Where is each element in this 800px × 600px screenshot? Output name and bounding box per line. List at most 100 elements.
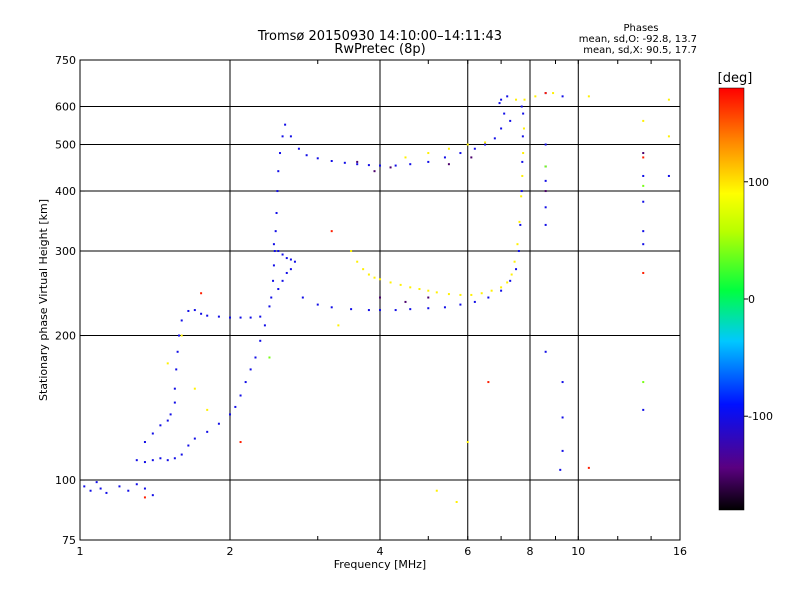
data-point — [447, 293, 450, 296]
data-point — [518, 220, 521, 223]
data-point — [561, 95, 564, 98]
x-tick-label: 1 — [77, 545, 84, 558]
data-point — [276, 190, 279, 193]
data-point — [330, 230, 333, 233]
data-point — [500, 286, 503, 289]
data-point — [544, 143, 547, 146]
data-point — [404, 156, 407, 159]
data-point — [263, 324, 266, 327]
data-point — [435, 291, 438, 294]
data-point — [427, 289, 430, 292]
data-point — [301, 296, 304, 299]
colorbar-tick-label: -100 — [748, 410, 773, 423]
data-point — [667, 98, 670, 101]
data-point — [229, 316, 231, 319]
data-point — [272, 264, 275, 267]
data-point — [642, 230, 645, 233]
data-point — [517, 250, 520, 253]
data-point — [330, 160, 333, 163]
data-point — [135, 483, 138, 486]
data-point — [206, 408, 209, 411]
y-tick-labels: 75 100 200 300 400 500 600 750 — [55, 54, 85, 547]
data-point — [151, 494, 154, 497]
data-point — [217, 315, 220, 318]
data-point — [337, 324, 340, 327]
data-points — [83, 92, 670, 503]
data-point — [587, 466, 590, 469]
data-point — [367, 164, 370, 167]
data-point — [510, 273, 513, 276]
data-point — [316, 157, 319, 160]
data-point — [642, 184, 645, 187]
data-point — [289, 258, 292, 261]
data-point — [561, 416, 564, 419]
data-point — [99, 487, 102, 490]
data-point — [493, 137, 496, 140]
data-point — [175, 368, 178, 371]
data-point — [480, 292, 483, 295]
data-point — [169, 413, 172, 416]
data-point — [484, 141, 487, 144]
data-point — [500, 289, 503, 292]
data-point — [356, 260, 359, 263]
data-point — [427, 296, 430, 299]
data-point — [473, 300, 476, 303]
data-point — [281, 135, 284, 138]
data-point — [522, 127, 525, 130]
data-point — [316, 303, 319, 306]
data-point — [268, 305, 271, 308]
data-point — [389, 166, 392, 169]
y-tick-label: 200 — [55, 330, 76, 343]
data-point — [239, 394, 242, 397]
data-point — [642, 381, 645, 384]
data-point — [503, 112, 506, 115]
colorbar-tick-label: 100 — [748, 176, 769, 189]
data-point — [206, 430, 209, 433]
data-point — [305, 154, 308, 157]
data-point — [642, 152, 645, 155]
colorbar-label: [deg] — [718, 71, 753, 86]
data-point — [409, 308, 412, 311]
data-point — [89, 489, 92, 492]
data-point — [522, 152, 525, 155]
stats-line-x: mean, sd,X: 90.5, 17.7 — [583, 45, 697, 56]
data-point — [176, 350, 179, 353]
data-point — [143, 461, 146, 464]
data-point — [143, 487, 146, 490]
y-tick-label: 100 — [55, 474, 76, 487]
data-point — [151, 459, 154, 462]
data-point — [487, 381, 490, 384]
data-point — [409, 163, 412, 166]
data-point — [427, 152, 430, 155]
data-point — [285, 257, 288, 260]
chart-subtitle: RwPretec (8p) — [334, 42, 425, 57]
data-point — [447, 163, 450, 166]
x-tick-label: 4 — [377, 545, 384, 558]
data-point — [561, 449, 564, 452]
data-point — [362, 268, 365, 271]
data-point — [520, 105, 523, 108]
data-point — [498, 102, 501, 105]
data-point — [350, 250, 353, 253]
x-tick-label: 2 — [227, 545, 234, 558]
data-point — [373, 276, 376, 279]
data-point — [544, 350, 547, 353]
data-point — [642, 271, 645, 274]
data-point — [297, 147, 300, 150]
y-tick-label: 75 — [62, 534, 76, 547]
data-point — [667, 174, 670, 177]
data-point — [521, 160, 524, 163]
data-point — [193, 309, 196, 312]
data-point — [289, 268, 292, 271]
data-point — [166, 419, 169, 422]
data-point — [279, 152, 282, 155]
data-point — [234, 405, 237, 408]
data-point — [239, 441, 242, 444]
data-point — [249, 316, 252, 319]
data-point — [466, 143, 469, 146]
data-point — [523, 98, 526, 101]
data-point — [500, 98, 503, 101]
y-axis-label: Stationary phase Virtual Height [km] — [37, 199, 50, 401]
data-point — [356, 163, 359, 166]
data-point — [95, 481, 98, 484]
